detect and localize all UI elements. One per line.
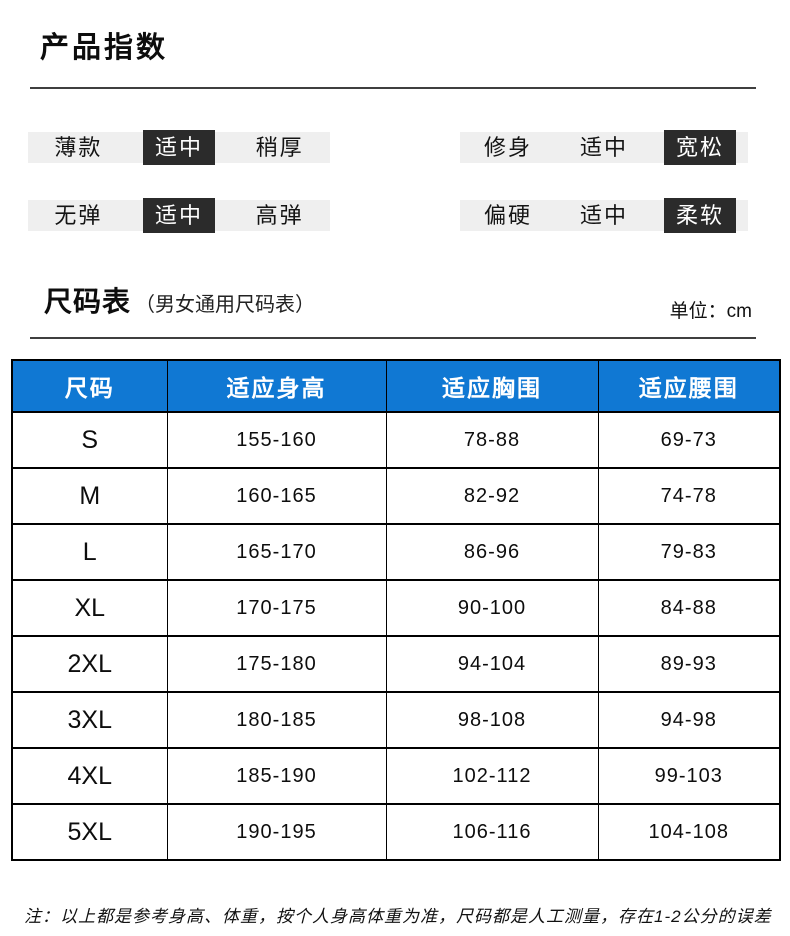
option-label: 稍厚 — [255, 135, 304, 160]
option-label: 偏硬 — [483, 203, 532, 228]
table-row: M 160-165 82-92 74-78 — [11, 467, 781, 525]
size-table-header-row: 尺码 适应身高 适应胸围 适应腰围 — [11, 359, 781, 413]
height-cell: 180-185 — [166, 691, 387, 749]
height-cell: 185-190 — [166, 747, 387, 805]
option-group-fit: 修身 适中 宽松 — [460, 130, 748, 165]
chest-cell: 98-108 — [385, 691, 599, 749]
option-label: 薄款 — [54, 135, 103, 160]
size-cell: 2XL — [11, 635, 168, 693]
waist-cell: 89-93 — [597, 635, 781, 693]
header-height: 适应身高 — [166, 359, 387, 413]
chest-cell: 86-96 — [385, 523, 599, 581]
option-medium-thickness: 适中 — [129, 130, 230, 165]
height-cell: 155-160 — [166, 411, 387, 469]
size-chart-heading: 尺码表 （男女通用尺码表） — [44, 280, 315, 320]
waist-cell: 84-88 — [597, 579, 781, 637]
table-row: 3XL 180-185 98-108 94-98 — [11, 691, 781, 749]
option-label: 高弹 — [255, 203, 304, 228]
option-firm: 偏硬 — [460, 200, 556, 231]
chest-cell: 90-100 — [385, 579, 599, 637]
size-cell: S — [11, 411, 168, 469]
option-group-thickness: 薄款 适中 稍厚 — [28, 130, 330, 165]
waist-cell: 69-73 — [597, 411, 781, 469]
waist-cell: 94-98 — [597, 691, 781, 749]
option-medium-stretch: 适中 — [129, 198, 230, 233]
size-chart-subtitle: （男女通用尺码表） — [135, 294, 316, 316]
header-waist: 适应腰围 — [597, 359, 781, 413]
size-cell: L — [11, 523, 168, 581]
table-row: S 155-160 78-88 69-73 — [11, 411, 781, 469]
waist-cell: 74-78 — [597, 467, 781, 525]
divider — [30, 337, 756, 339]
waist-cell: 99-103 — [597, 747, 781, 805]
size-cell: 5XL — [11, 803, 168, 861]
option-regular-fit: 适中 — [556, 132, 652, 163]
table-row: 4XL 185-190 102-112 99-103 — [11, 747, 781, 805]
table-row: 5XL 190-195 106-116 104-108 — [11, 803, 781, 861]
waist-cell: 104-108 — [597, 803, 781, 861]
chest-cell: 106-116 — [385, 803, 599, 861]
height-cell: 190-195 — [166, 803, 387, 861]
option-medium-softness: 适中 — [556, 200, 652, 231]
size-table: 尺码 适应身高 适应胸围 适应腰围 S 155-160 78-88 69-73 … — [11, 359, 781, 861]
option-group-elasticity: 无弹 适中 高弹 — [28, 198, 330, 233]
size-cell: 4XL — [11, 747, 168, 805]
chest-cell: 82-92 — [385, 467, 599, 525]
height-cell: 165-170 — [166, 523, 387, 581]
option-label: 柔软 — [663, 198, 736, 233]
product-index-title: 产品指数 — [40, 32, 169, 64]
option-label: 无弹 — [54, 203, 103, 228]
option-label: 适中 — [579, 135, 628, 160]
option-label: 宽松 — [663, 130, 736, 165]
table-row: XL 170-175 90-100 84-88 — [11, 579, 781, 637]
table-row: 2XL 175-180 94-104 89-93 — [11, 635, 781, 693]
table-row: L 165-170 86-96 79-83 — [11, 523, 781, 581]
option-label: 适中 — [143, 198, 216, 233]
unit-label: 单位：cm — [669, 301, 752, 322]
divider — [30, 87, 756, 89]
option-label: 修身 — [483, 135, 532, 160]
height-cell: 170-175 — [166, 579, 387, 637]
option-label: 适中 — [579, 203, 628, 228]
size-cell: XL — [11, 579, 168, 637]
option-high-stretch: 高弹 — [229, 200, 330, 231]
header-size: 尺码 — [11, 359, 168, 413]
height-cell: 175-180 — [166, 635, 387, 693]
option-soft: 柔软 — [652, 198, 748, 233]
option-loose-fit: 宽松 — [652, 130, 748, 165]
option-group-softness: 偏硬 适中 柔软 — [460, 198, 748, 233]
chest-cell: 94-104 — [385, 635, 599, 693]
option-no-stretch: 无弹 — [28, 200, 129, 231]
option-thin: 薄款 — [28, 132, 129, 163]
chest-cell: 102-112 — [385, 747, 599, 805]
option-label: 适中 — [143, 130, 216, 165]
option-slim-fit: 修身 — [460, 132, 556, 163]
size-chart-title: 尺码表 — [44, 286, 132, 317]
height-cell: 160-165 — [166, 467, 387, 525]
chest-cell: 78-88 — [385, 411, 599, 469]
header-chest: 适应胸围 — [385, 359, 599, 413]
waist-cell: 79-83 — [597, 523, 781, 581]
size-cell: M — [11, 467, 168, 525]
size-cell: 3XL — [11, 691, 168, 749]
option-thick: 稍厚 — [229, 132, 330, 163]
measurement-note: 注：以上都是参考身高、体重，按个人身高体重为准，尺码都是人工测量，存在1-2公分… — [24, 907, 772, 926]
